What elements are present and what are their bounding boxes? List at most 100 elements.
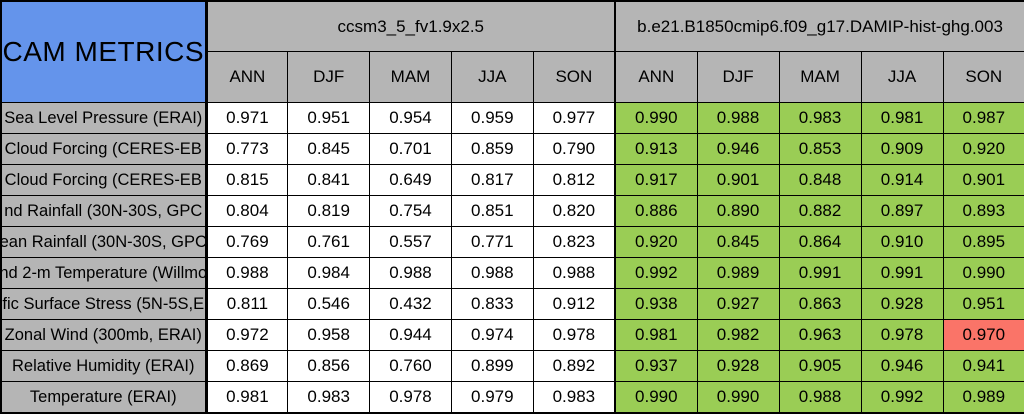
row-label-text: nd 2-m Temperature (Willmo (2, 263, 205, 282)
model-header-row: CAM METRICS ccsm3_5_fv1.9x2.5 b.e21.B185… (0, 0, 1024, 103)
value-cell-m1: 0.760 (369, 350, 452, 382)
value-cell-m1: 0.977 (532, 102, 616, 134)
row-label: Cloud Forcing (CERES-EB (0, 133, 208, 165)
value-cell-m2: 0.905 (778, 350, 862, 382)
row-label: Sea Level Pressure (ERAI) (0, 102, 208, 134)
value-cell-m2: 0.920 (614, 226, 698, 258)
season-header-m1-jja: JJA (450, 51, 534, 103)
value-cell-m1: 0.833 (450, 288, 534, 320)
row-label: nd 2-m Temperature (Willmo (0, 257, 208, 289)
value-cell-m1: 0.761 (287, 226, 371, 258)
value-cell-m1: 0.771 (450, 226, 534, 258)
value-cell-m1: 0.823 (532, 226, 616, 258)
season-header-m2-jja: JJA (860, 51, 944, 103)
value-cell-m2: 0.901 (696, 164, 780, 196)
value-cell-m1: 0.804 (205, 195, 289, 227)
value-cell-m1: 0.981 (205, 381, 289, 414)
value-cell-m1: 0.988 (450, 257, 534, 289)
table-row-0: Sea Level Pressure (ERAI) 0.971 0.951 0.954… (0, 102, 1024, 134)
value-cell-m1: 0.912 (532, 288, 616, 320)
value-cell-m1: 0.557 (369, 226, 452, 258)
value-cell-m2: 0.989 (696, 257, 780, 289)
value-cell-m1: 0.978 (369, 381, 452, 414)
value-cell-m1: 0.546 (287, 288, 371, 320)
value-cell-m1: 0.812 (532, 164, 616, 196)
value-cell-m2: 0.938 (614, 288, 698, 320)
value-cell-m2: 0.990 (614, 381, 698, 414)
value-cell-m2: 0.848 (778, 164, 862, 196)
value-cell-m2: 0.951 (942, 288, 1024, 320)
value-cell-m2: 0.890 (696, 195, 780, 227)
row-label: ean Rainfall (30N-30S, GPC (0, 226, 208, 258)
value-cell-m2: 0.928 (696, 350, 780, 382)
value-cell-m2: 0.989 (942, 381, 1024, 414)
value-cell-m1: 0.944 (369, 319, 452, 351)
season-header-m2-ann: ANN (614, 51, 698, 103)
value-cell-m2: 0.990 (614, 102, 698, 134)
value-cell-m2: 0.946 (696, 133, 780, 165)
value-cell-m2: 0.886 (614, 195, 698, 227)
value-cell-m2: 0.990 (942, 257, 1024, 289)
value-cell-m1: 0.819 (287, 195, 371, 227)
value-cell-m1: 0.951 (287, 102, 371, 134)
row-label: nd Rainfall (30N-30S, GPC (0, 195, 208, 227)
table-row-8: Relative Humidity (ERAI) 0.869 0.856 0.760 0… (0, 350, 1024, 382)
value-cell-m2: 0.895 (942, 226, 1024, 258)
table-row-3: nd Rainfall (30N-30S, GPC 0.804 0.819 0.754… (0, 195, 1024, 227)
row-label-text: Relative Humidity (ERAI) (12, 356, 195, 375)
season-header-m1-djf: DJF (287, 51, 371, 103)
value-cell-m1: 0.811 (205, 288, 289, 320)
table-row-2: Cloud Forcing (CERES-EB 0.815 0.841 0.649 0.… (0, 164, 1024, 196)
value-cell-m2: 0.982 (696, 319, 780, 351)
value-cell-m1: 0.851 (450, 195, 534, 227)
value-cell-m2: 0.988 (696, 102, 780, 134)
value-cell-m1: 0.971 (205, 102, 289, 134)
value-cell-m2: 0.910 (860, 226, 944, 258)
value-cell-m1: 0.845 (287, 133, 371, 165)
season-header-m2-son: SON (942, 51, 1024, 103)
value-cell-m1: 0.769 (205, 226, 289, 258)
value-cell-m2: 0.914 (860, 164, 944, 196)
table-row-6: fic Surface Stress (5N-5S,E 0.811 0.546 0.4… (0, 288, 1024, 320)
model-1-name: ccsm3_5_fv1.9x2.5 (205, 0, 616, 52)
value-cell-m1: 0.869 (205, 350, 289, 382)
value-cell-m1: 0.856 (287, 350, 371, 382)
row-label-text: fic Surface Stress (5N-5S,E (2, 294, 205, 313)
value-cell-m1: 0.984 (287, 257, 371, 289)
value-cell-m2: 0.987 (942, 102, 1024, 134)
row-label-text: Cloud Forcing (CERES-EB (4, 170, 202, 189)
season-header-m1-ann: ANN (205, 51, 289, 103)
table-row-1: Cloud Forcing (CERES-EB 0.773 0.845 0.701 0.… (0, 133, 1024, 165)
value-cell-m2: 0.853 (778, 133, 862, 165)
value-cell-m2: 0.981 (860, 102, 944, 134)
value-cell-m2: 0.941 (942, 350, 1024, 382)
value-cell-m1: 0.983 (532, 381, 616, 414)
value-cell-m1: 0.790 (532, 133, 616, 165)
row-label: Relative Humidity (ERAI) (0, 350, 208, 382)
value-cell-m2: 0.988 (778, 381, 862, 414)
row-label-text: Temperature (ERAI) (29, 387, 177, 406)
season-header-m2-djf: DJF (696, 51, 780, 103)
value-cell-m1: 0.954 (369, 102, 452, 134)
model-2-name: b.e21.B1850cmip6.f09_g17.DAMIP-hist-ghg.… (614, 0, 1024, 52)
value-cell-m2: 0.845 (696, 226, 780, 258)
value-cell-m1: 0.701 (369, 133, 452, 165)
value-cell-m2: 0.963 (778, 319, 862, 351)
value-cell-m1: 0.979 (450, 381, 534, 414)
value-cell-m2: 0.882 (778, 195, 862, 227)
value-cell-m1: 0.432 (369, 288, 452, 320)
row-label-text: Cloud Forcing (CERES-EB (4, 139, 202, 158)
value-cell-m1: 0.754 (369, 195, 452, 227)
value-cell-m2: 0.991 (860, 257, 944, 289)
value-cell-m2: 0.901 (942, 164, 1024, 196)
row-label: Cloud Forcing (CERES-EB (0, 164, 208, 196)
value-cell-m2: 0.913 (614, 133, 698, 165)
table-row-4: ean Rainfall (30N-30S, GPC 0.769 0.761 0.55… (0, 226, 1024, 258)
value-cell-m2: 0.946 (860, 350, 944, 382)
season-header-m2-mam: MAM (778, 51, 862, 103)
value-cell-m1: 0.974 (450, 319, 534, 351)
value-cell-m1: 0.892 (532, 350, 616, 382)
value-cell-m2-flagged: 0.970 (942, 319, 1024, 351)
value-cell-m1: 0.988 (205, 257, 289, 289)
